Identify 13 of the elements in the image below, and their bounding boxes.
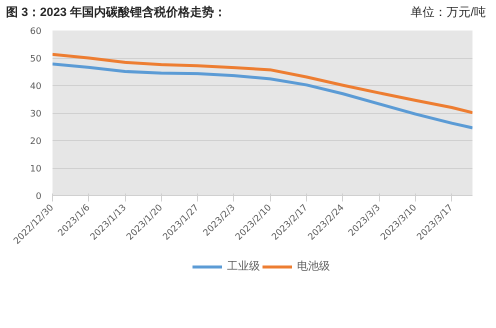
y-tick-label: 60	[30, 27, 42, 37]
y-tick-label: 20	[30, 137, 42, 147]
y-tick-label: 0	[36, 192, 42, 202]
legend-label: 电池级	[297, 258, 330, 274]
y-tick-label: 40	[30, 82, 42, 92]
y-tick-label: 50	[30, 54, 42, 64]
legend-label: 工业级	[227, 258, 260, 274]
y-tick-label: 30	[30, 110, 42, 120]
line-series	[52, 52, 472, 114]
chart-title: 图 3：2023 年国内碳酸锂含税价格走势：	[6, 4, 226, 21]
y-tick-label: 10	[30, 164, 42, 174]
chart-subtitle: 单位：万元/吨	[410, 4, 486, 21]
line-series	[52, 62, 472, 130]
